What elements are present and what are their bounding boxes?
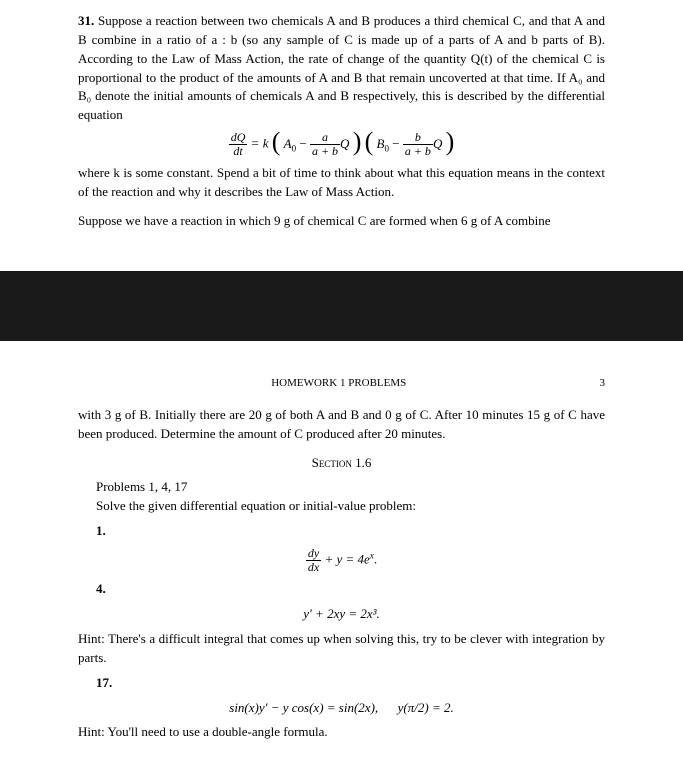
dy-dx: dy dx bbox=[306, 547, 321, 574]
problem-1-equation: dy dx + y = 4ex. bbox=[78, 547, 605, 574]
equals-k: = k bbox=[251, 136, 272, 151]
rparen-2: ) bbox=[446, 132, 455, 153]
lparen-1: ( bbox=[272, 132, 281, 153]
frac-b: b a + b bbox=[403, 131, 433, 158]
problem-31-paragraph-2: where k is some constant. Spend a bit of… bbox=[78, 164, 605, 202]
problem-31-text-1: Suppose a reaction between two chemicals… bbox=[78, 13, 605, 122]
section-1-6-title: Section 1.6 bbox=[78, 454, 605, 473]
b0-term: B0 − b a + b Q bbox=[377, 136, 446, 151]
problems-list-line: Problems 1, 4, 17 bbox=[96, 478, 605, 497]
problem-number: 31. bbox=[78, 13, 94, 28]
header-page-number: 3 bbox=[600, 376, 606, 392]
dq-dt: dQ dt bbox=[229, 131, 248, 158]
equation-mass-action: dQ dt = k ( A0 − a a + b Q ) ( B0 − b a … bbox=[78, 131, 605, 158]
page-gap bbox=[0, 271, 683, 341]
page-header: HOMEWORK 1 PROBLEMS 3 bbox=[78, 376, 605, 392]
problem-31-continued: with 3 g of B. Initially there are 20 g … bbox=[78, 406, 605, 444]
a0-term: A0 − a a + b Q bbox=[284, 136, 353, 151]
rparen-1: ) bbox=[353, 132, 362, 153]
problem-1-number: 1. bbox=[96, 522, 605, 541]
problem-4-equation: y′ + 2xy = 2x³. bbox=[78, 605, 605, 624]
problem-4-hint: Hint: There's a difficult integral that … bbox=[78, 630, 605, 668]
page-1: 31. Suppose a reaction between two chemi… bbox=[0, 0, 683, 271]
page-2: HOMEWORK 1 PROBLEMS 3 with 3 g of B. Ini… bbox=[0, 341, 683, 762]
instruction-line: Solve the given differential equation or… bbox=[96, 497, 605, 516]
problem-31-paragraph-3: Suppose we have a reaction in which 9 g … bbox=[78, 212, 605, 231]
frac-a: a a + b bbox=[310, 131, 340, 158]
problem-31-paragraph-1: 31. Suppose a reaction between two chemi… bbox=[78, 12, 605, 125]
problem-4-number: 4. bbox=[96, 580, 605, 599]
header-center: HOMEWORK 1 PROBLEMS bbox=[78, 376, 600, 392]
lparen-2: ( bbox=[365, 132, 374, 153]
problem-17-equation: sin(x)y′ − y cos(x) = sin(2x), y(π/2) = … bbox=[78, 699, 605, 718]
problem-17-number: 17. bbox=[96, 674, 605, 693]
problem-17-hint: Hint: You'll need to use a double-angle … bbox=[78, 723, 605, 742]
